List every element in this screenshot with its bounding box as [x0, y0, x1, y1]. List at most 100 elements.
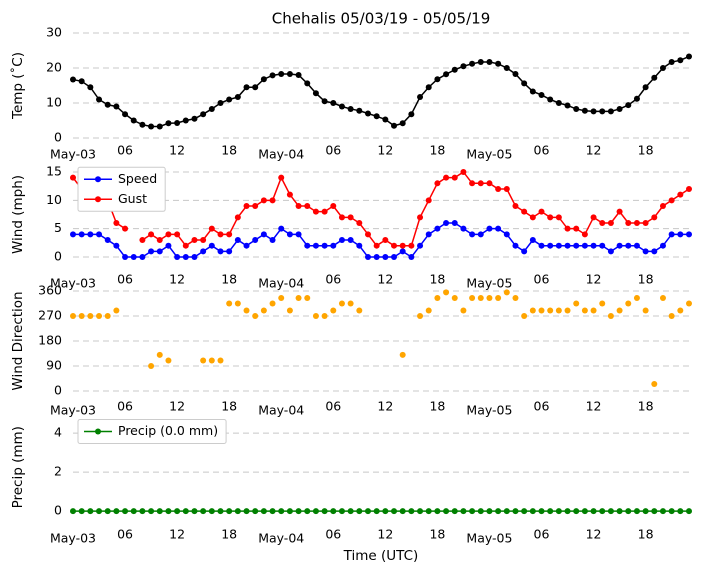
data-point: [573, 508, 580, 515]
data-point: [312, 90, 319, 97]
data-point: [391, 242, 398, 249]
data-point: [182, 508, 189, 515]
data-point: [243, 202, 250, 209]
data-point: [651, 214, 658, 221]
data-point: [148, 231, 155, 238]
data-point: [226, 96, 233, 103]
data-point: [503, 289, 510, 296]
data-point: [590, 307, 597, 314]
data-point: [304, 202, 311, 209]
data-point: [425, 231, 432, 238]
data-point: [529, 237, 536, 244]
x-tick-label: 12: [169, 272, 185, 287]
x-tick-label: 12: [586, 527, 602, 542]
data-point: [148, 248, 155, 255]
data-point: [70, 313, 76, 319]
data-point: [286, 508, 293, 515]
data-point: [590, 508, 597, 515]
data-point: [529, 88, 536, 95]
data-point: [122, 254, 129, 261]
x-tick-label: May-05: [466, 147, 512, 162]
data-point: [356, 220, 363, 227]
x-tick-label: 06: [117, 399, 133, 414]
x-tick-label: May-04: [258, 147, 304, 162]
data-point: [356, 508, 363, 515]
data-point: [633, 95, 640, 102]
data-point: [156, 237, 163, 244]
data-point: [295, 72, 302, 78]
data-point: [434, 76, 441, 83]
data-point: [677, 508, 684, 515]
data-point: [503, 231, 510, 238]
x-tick-label: 18: [429, 143, 445, 158]
data-point: [677, 231, 684, 238]
data-point: [364, 231, 371, 238]
y-tick-label: 0: [54, 503, 62, 518]
data-point: [243, 84, 250, 91]
data-point: [538, 307, 545, 314]
y-axis-label: Temp (˚C): [9, 52, 26, 120]
data-point: [347, 214, 354, 221]
data-point: [417, 242, 424, 249]
data-point: [260, 197, 267, 204]
y-tick-label: 180: [38, 333, 62, 348]
data-point: [338, 300, 345, 307]
data-point: [182, 117, 189, 124]
data-point: [625, 242, 632, 249]
data-point: [174, 119, 181, 126]
data-point: [399, 508, 406, 515]
data-point: [616, 208, 623, 215]
data-point: [364, 508, 371, 515]
y-tick-label: 10: [46, 95, 62, 110]
x-tick-label: 18: [638, 527, 654, 542]
data-point: [564, 102, 571, 109]
data-point: [269, 300, 276, 307]
x-tick-label: 12: [169, 399, 185, 414]
y-axis-label: Wind (mph): [10, 175, 26, 254]
x-tick-label: May-03: [50, 531, 96, 546]
data-point: [512, 242, 519, 249]
data-point: [104, 508, 111, 515]
data-point: [642, 307, 649, 314]
data-point: [443, 508, 450, 515]
data-point: [286, 191, 293, 198]
data-point: [243, 242, 250, 249]
data-point: [78, 78, 85, 85]
data-point: [625, 508, 632, 515]
data-point: [260, 231, 267, 238]
x-tick-label: 06: [325, 143, 341, 158]
data-point: [191, 115, 198, 122]
data-point: [252, 84, 259, 91]
x-tick-label: 06: [325, 399, 341, 414]
data-point: [269, 197, 276, 204]
data-point: [87, 508, 94, 515]
x-tick-label: 18: [638, 143, 654, 158]
data-point: [70, 76, 76, 83]
data-point: [382, 116, 389, 123]
data-point: [260, 508, 267, 515]
x-tick-label: 12: [586, 399, 602, 414]
data-point: [417, 94, 424, 101]
data-point: [304, 294, 311, 301]
data-point: [356, 242, 363, 249]
data-point: [217, 248, 224, 255]
data-point: [364, 254, 371, 261]
data-point: [477, 294, 484, 301]
data-point: [148, 508, 155, 515]
y-axis-label: Precip (mm): [10, 426, 26, 508]
data-point: [408, 242, 415, 249]
data-point: [347, 237, 354, 244]
data-point: [477, 231, 484, 238]
data-point: [555, 242, 562, 249]
data-point: [616, 105, 623, 112]
data-point: [581, 242, 588, 249]
data-point: [521, 80, 528, 87]
data-point: [616, 307, 623, 314]
data-point: [295, 202, 302, 209]
data-point: [686, 53, 692, 60]
data-point: [243, 307, 250, 314]
data-point: [260, 307, 267, 314]
data-point: [347, 508, 354, 515]
data-point: [469, 294, 476, 301]
data-point: [581, 107, 588, 114]
